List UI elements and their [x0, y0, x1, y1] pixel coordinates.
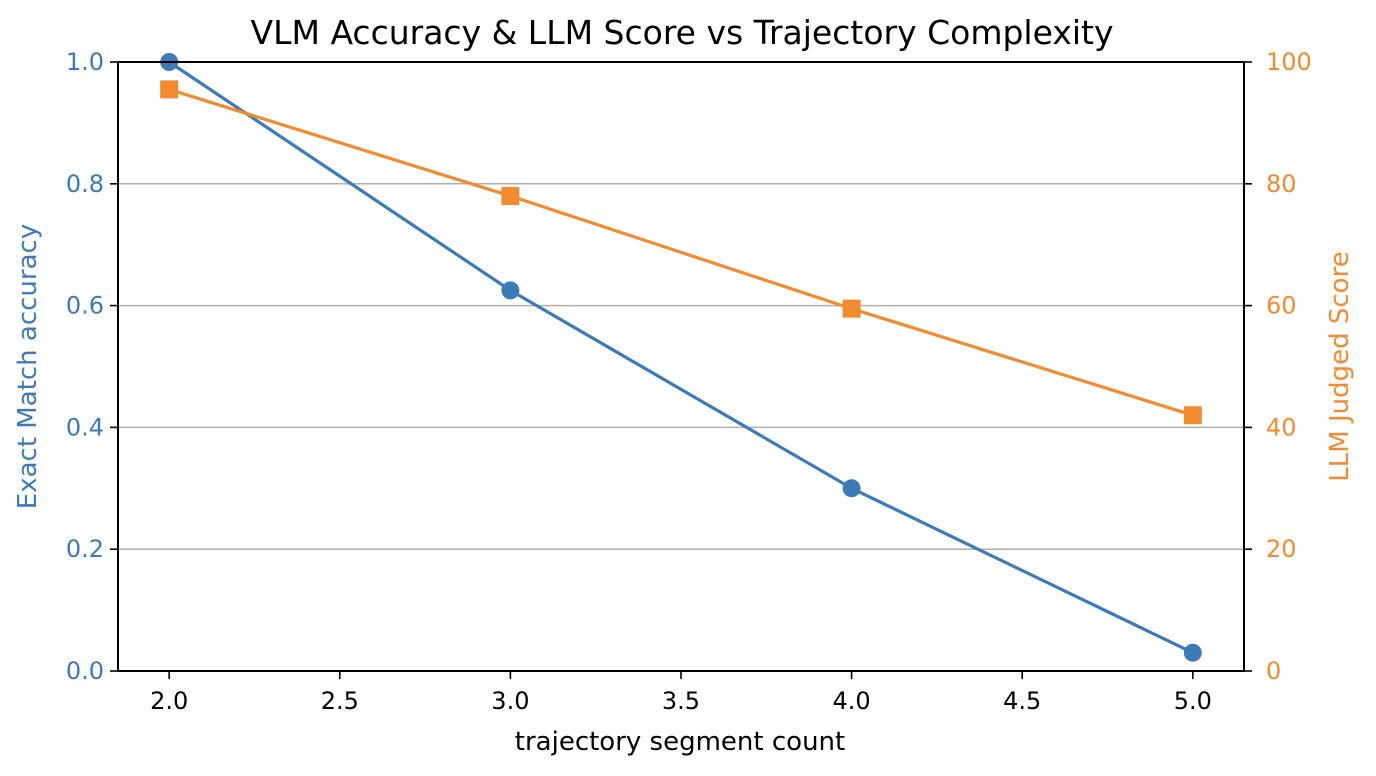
y-left-tick-label: 0.0: [66, 657, 104, 685]
data-point: [160, 80, 179, 99]
y-right-tick-label: 60: [1266, 292, 1297, 320]
y-axis-left-label: Exact Match accuracy: [13, 224, 43, 509]
data-point: [1183, 643, 1202, 662]
y-right-tick-label: 80: [1266, 170, 1297, 198]
x-tick-label: 3.0: [491, 687, 529, 715]
y-left-tick-label: 0.2: [66, 535, 104, 563]
data-point: [842, 299, 861, 318]
axes-frame: [117, 61, 1245, 672]
y-left-tick-label: 0.8: [66, 170, 104, 198]
x-tick-label: 2.0: [150, 687, 188, 715]
series-layer: [160, 53, 1202, 662]
y-left-tick-label: 1.0: [66, 48, 104, 76]
series-line-0: [168, 60, 1194, 655]
y-right-tick-label: 100: [1266, 48, 1312, 76]
data-point: [501, 186, 520, 205]
y-left-tick-label: 0.4: [66, 413, 104, 441]
plot-frame: [117, 61, 1245, 672]
series-line-1: [168, 87, 1194, 417]
y-right-tick-label: 20: [1266, 535, 1297, 563]
x-tick-label: 4.5: [1003, 687, 1041, 715]
x-tick-label: 4.0: [833, 687, 871, 715]
data-point: [842, 479, 861, 498]
data-point: [1183, 406, 1202, 425]
y-axis-right-label: LLM Judged Score: [1325, 251, 1355, 481]
y-right-tick-label: 40: [1266, 413, 1297, 441]
grid-lines: [118, 61, 1244, 672]
y-left-tick-label: 0.6: [66, 292, 104, 320]
data-point: [501, 281, 520, 300]
y-right-tick-label: 0: [1266, 657, 1281, 685]
tick-layer: 2.0 2.5 3.0 3.5 4.0 4.5 5.0 0.0 0.2 0.4 0.6 0.8 1.0 0…: [66, 48, 1312, 715]
chart-title: VLM Accuracy & LLM Score vs Trajectory C…: [251, 13, 1114, 52]
x-tick-label: 2.5: [321, 687, 359, 715]
x-tick-label: 5.0: [1174, 687, 1212, 715]
x-axis-label: trajectory segment count: [515, 727, 845, 757]
x-tick-label: 3.5: [662, 687, 700, 715]
